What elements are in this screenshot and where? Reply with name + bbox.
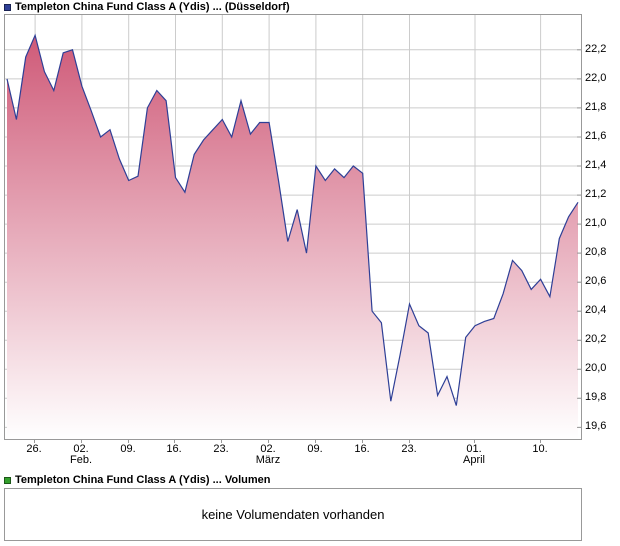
x-axis-month-label: März	[255, 454, 281, 466]
x-axis-label: 16.	[354, 443, 370, 455]
x-axis-label: 09.	[120, 443, 136, 455]
volume-panel: keine Volumendaten vorhanden	[4, 488, 582, 541]
x-tickmark	[474, 440, 475, 443]
x-tickmark	[362, 440, 363, 443]
x-axis-month-label: April	[462, 454, 485, 466]
x-axis-label: 23.	[401, 443, 417, 455]
x-axis-label: 09.	[307, 443, 323, 455]
x-tickmark	[540, 440, 541, 443]
y-axis-label: 21,4	[585, 159, 607, 171]
y-axis-label: 21,8	[585, 100, 607, 113]
x-axis-month-label: Feb.	[69, 454, 92, 466]
x-tickmark	[221, 440, 222, 443]
x-tickmark	[268, 440, 269, 443]
y-axis-label: 22,0	[585, 71, 607, 84]
x-axis-label: 01.	[466, 443, 482, 455]
price-legend-swatch	[4, 3, 11, 11]
price-chart	[4, 14, 582, 440]
y-axis-label: 20,6	[585, 275, 607, 288]
x-axis-label: 16.	[166, 443, 182, 455]
x-tickmark	[174, 440, 175, 443]
price-panel-header: Templeton China Fund Class A (Ydis) ... …	[4, 1, 290, 13]
x-tickmark	[409, 440, 410, 443]
y-axis-label: 20,4	[585, 304, 607, 317]
price-chart-svg	[5, 15, 581, 439]
price-panel-title: Templeton China Fund Class A (Ydis) ... …	[15, 1, 290, 13]
x-tickmark	[315, 440, 316, 443]
y-axis-label: 20,8	[585, 246, 607, 259]
x-axis-label: 02.	[73, 443, 89, 455]
price-line	[6, 33, 579, 406]
x-tickmark	[81, 440, 82, 443]
volume-empty-message: keine Volumendaten vorhanden	[201, 507, 385, 522]
y-axis-label: 21,2	[585, 188, 607, 201]
y-axis-label: 19,8	[585, 391, 607, 404]
x-axis-label: 10.	[532, 443, 548, 455]
y-axis-label: 19,6	[585, 420, 607, 433]
x-axis-label: 23.	[213, 443, 229, 455]
x-axis: 26. 02. Feb. 09. 16. 23. 02. März 09. 16. 23. 01. Ap…	[0, 440, 620, 468]
y-axis-label: 21,6	[585, 129, 607, 142]
volume-panel-title: Templeton China Fund Class A (Ydis) ... …	[15, 474, 271, 486]
y-axis-label: 21,0	[585, 217, 607, 230]
volume-panel-header: Templeton China Fund Class A (Ydis) ... …	[4, 474, 270, 486]
price-area	[7, 35, 578, 439]
x-axis-label: 26.	[26, 443, 42, 455]
y-axis-label: 20,0	[585, 362, 607, 375]
x-axis-label: 02.	[260, 443, 276, 455]
x-tickmark	[128, 440, 129, 443]
x-tickmark	[34, 440, 35, 443]
y-axis-label: 20,2	[585, 333, 607, 346]
volume-legend-swatch	[4, 476, 11, 484]
y-axis-label: 22,2	[585, 42, 607, 55]
